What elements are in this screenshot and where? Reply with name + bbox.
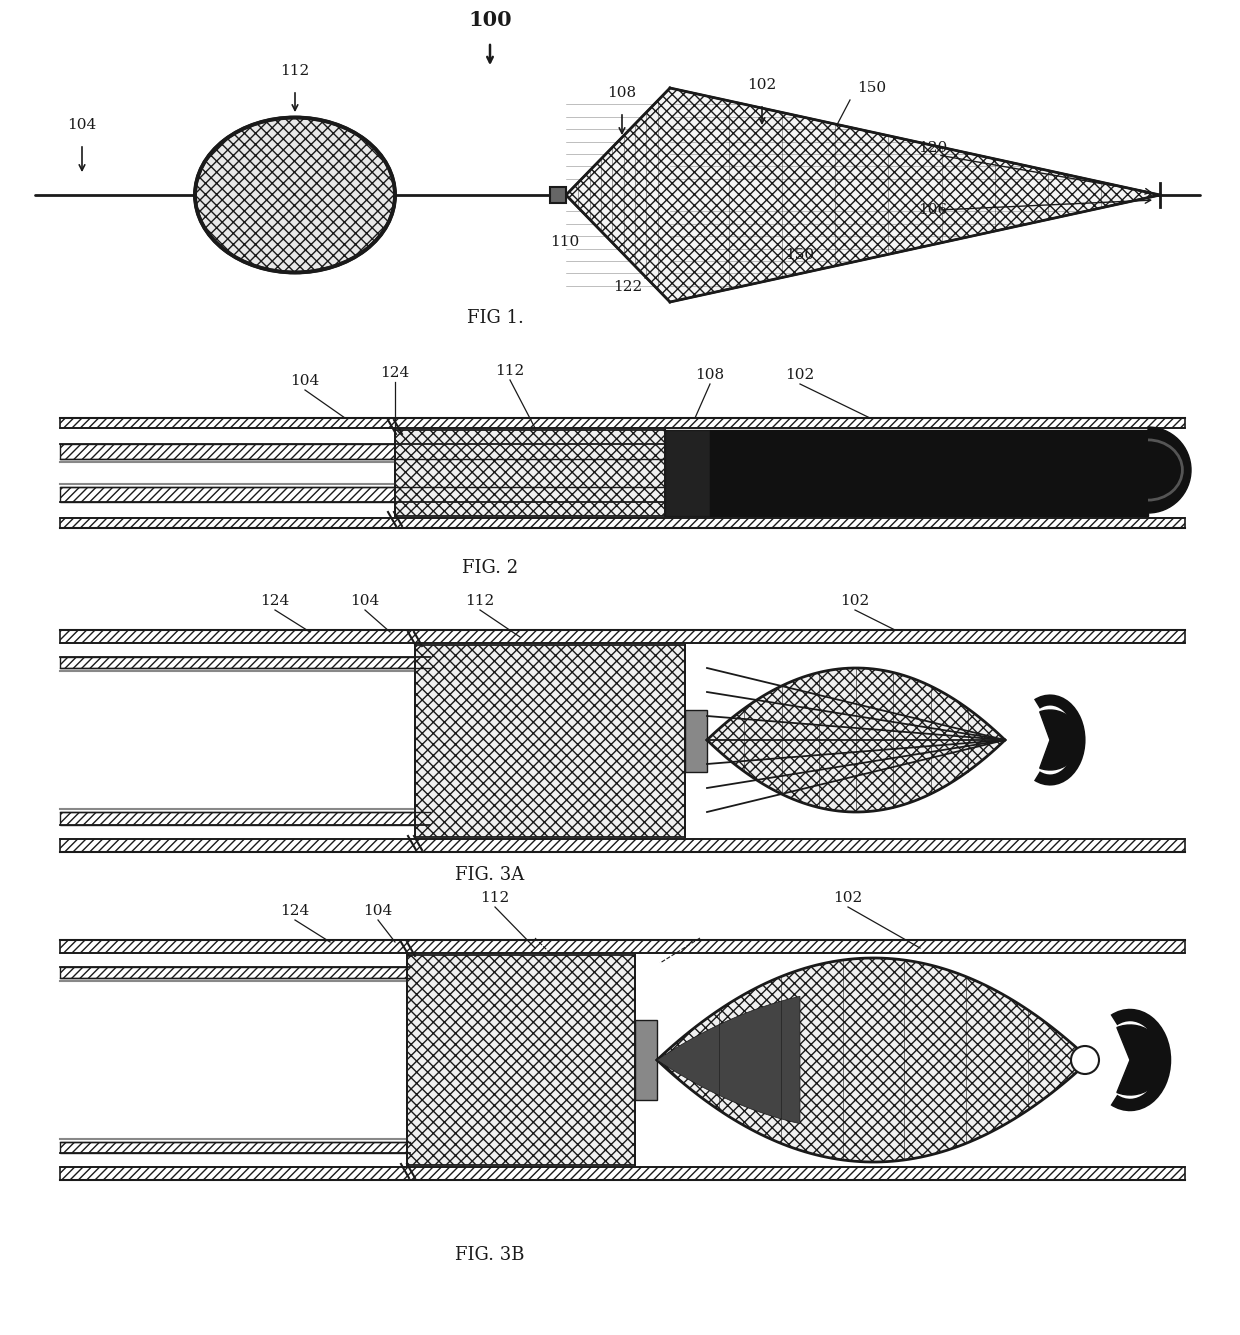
- Text: 102: 102: [748, 77, 776, 92]
- Text: 108: 108: [696, 368, 724, 382]
- Text: 102: 102: [841, 594, 869, 607]
- Bar: [60, 657, 430, 668]
- Text: FIG. 3B: FIG. 3B: [455, 1246, 525, 1264]
- Text: 124: 124: [381, 366, 409, 380]
- Text: 124: 124: [260, 594, 290, 607]
- Bar: [684, 710, 707, 772]
- Bar: [711, 430, 1148, 517]
- Text: 104: 104: [290, 374, 320, 388]
- Bar: [60, 487, 680, 502]
- Text: 108: 108: [608, 85, 636, 100]
- Bar: [665, 430, 711, 517]
- Bar: [60, 967, 410, 979]
- Bar: [60, 518, 1185, 529]
- Text: 104: 104: [363, 904, 393, 918]
- Text: 112: 112: [280, 64, 310, 77]
- Text: 150: 150: [857, 81, 887, 95]
- Text: 102: 102: [833, 890, 863, 905]
- Bar: [60, 812, 430, 825]
- Text: 110: 110: [551, 235, 579, 250]
- Bar: [396, 430, 665, 517]
- Bar: [60, 940, 1185, 953]
- Bar: [407, 955, 635, 1165]
- Wedge shape: [1117, 1025, 1166, 1095]
- Bar: [415, 645, 684, 837]
- Bar: [60, 838, 1185, 852]
- Bar: [60, 1141, 410, 1153]
- Text: 150: 150: [785, 248, 815, 262]
- Text: 124: 124: [280, 904, 310, 918]
- Polygon shape: [657, 996, 800, 1124]
- Bar: [551, 187, 565, 203]
- Ellipse shape: [1071, 1047, 1099, 1073]
- Text: 102: 102: [785, 368, 815, 382]
- Text: FIG. 2: FIG. 2: [463, 559, 518, 577]
- Text: FIG. 3A: FIG. 3A: [455, 866, 525, 884]
- Polygon shape: [707, 668, 1004, 812]
- Text: 112: 112: [480, 890, 510, 905]
- Bar: [60, 630, 1185, 643]
- Bar: [60, 1167, 1185, 1180]
- Bar: [635, 1020, 657, 1100]
- Polygon shape: [657, 959, 1090, 1161]
- Text: 120: 120: [918, 142, 947, 155]
- Text: 122: 122: [614, 280, 642, 294]
- Text: FIG 1.: FIG 1.: [466, 308, 523, 327]
- Ellipse shape: [195, 117, 396, 272]
- Bar: [60, 445, 680, 459]
- Polygon shape: [565, 88, 1159, 302]
- Text: 104: 104: [67, 117, 97, 132]
- Wedge shape: [1039, 710, 1080, 770]
- Text: 112: 112: [465, 594, 495, 607]
- Wedge shape: [1148, 427, 1190, 513]
- Text: 112: 112: [495, 364, 525, 378]
- Bar: [60, 418, 1185, 429]
- Text: 104: 104: [351, 594, 379, 607]
- Text: 100: 100: [469, 9, 512, 29]
- Text: 106: 106: [918, 203, 947, 218]
